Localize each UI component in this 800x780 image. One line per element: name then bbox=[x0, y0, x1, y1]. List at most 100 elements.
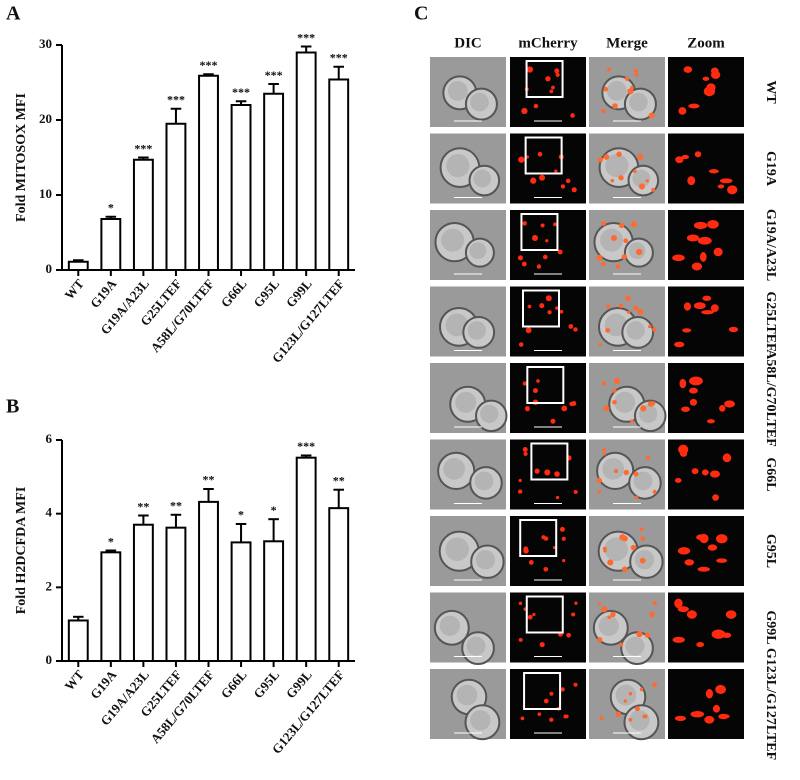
fluorescent-dot bbox=[518, 637, 523, 642]
fluorescent-blob bbox=[677, 606, 689, 613]
fluorescent-dot bbox=[596, 477, 602, 484]
micrograph bbox=[510, 133, 586, 204]
fluorescent-dot bbox=[545, 295, 552, 302]
fluorescent-blob bbox=[697, 566, 710, 572]
row-label: G66L bbox=[763, 457, 778, 491]
fluorescent-dot bbox=[599, 716, 604, 721]
fluorescent-blob bbox=[690, 710, 705, 718]
fluorescent-dot bbox=[603, 405, 610, 412]
micrograph bbox=[668, 516, 744, 586]
fluorescent-dot bbox=[549, 717, 554, 722]
fluorescent-dot bbox=[561, 405, 568, 412]
fluorescent-dot bbox=[574, 601, 578, 605]
fluorescent-dot bbox=[530, 177, 537, 184]
fluorescent-dot bbox=[601, 108, 606, 114]
fluorescent-dot bbox=[596, 254, 603, 261]
fluorescent-dot bbox=[603, 154, 610, 160]
image-background bbox=[510, 516, 586, 586]
fluorescent-dot bbox=[628, 692, 633, 696]
fluorescent-blob bbox=[715, 684, 726, 694]
fluorescent-dot bbox=[637, 153, 644, 160]
fluorescent-blob bbox=[701, 310, 714, 315]
significance-label: ** bbox=[137, 499, 149, 513]
bar bbox=[295, 51, 317, 271]
fluorescent-dot bbox=[573, 489, 578, 494]
cell-inner bbox=[456, 684, 478, 706]
fluorescent-dot bbox=[570, 113, 575, 118]
fluorescent-dot bbox=[618, 175, 624, 181]
fluorescent-dot bbox=[597, 156, 604, 163]
fluorescent-blob bbox=[684, 559, 695, 566]
fluorescent-blob bbox=[711, 629, 726, 639]
micrograph bbox=[589, 363, 667, 433]
fluorescent-dot bbox=[630, 221, 637, 228]
x-tick-label: G95L bbox=[250, 667, 282, 701]
cell-inner bbox=[600, 228, 624, 252]
significance-label: *** bbox=[167, 93, 185, 107]
fluorescent-blob bbox=[716, 558, 728, 563]
micrograph bbox=[430, 669, 506, 741]
fluorescent-blob bbox=[704, 715, 715, 724]
fluorescent-blob bbox=[677, 547, 691, 555]
cell-inner bbox=[625, 636, 645, 656]
fluorescent-dot bbox=[547, 310, 552, 315]
fluorescent-blob bbox=[691, 262, 703, 271]
fluorescent-dot bbox=[652, 327, 657, 332]
fluorescent-dot bbox=[520, 716, 525, 721]
column-header: DIC bbox=[454, 35, 482, 51]
cell-inner bbox=[604, 537, 628, 561]
zoom-box bbox=[525, 595, 564, 634]
fluorescent-dot bbox=[571, 612, 576, 617]
fluorescent-dot bbox=[560, 184, 566, 189]
cell-inner bbox=[602, 458, 625, 480]
significance-label: ** bbox=[170, 499, 182, 513]
bar bbox=[67, 619, 89, 663]
fluorescent-dot bbox=[550, 418, 556, 424]
fluorescent-dot bbox=[537, 712, 542, 717]
fluorescent-dot bbox=[602, 546, 607, 551]
zoom-box bbox=[519, 519, 558, 557]
fluorescent-dot bbox=[624, 76, 630, 81]
fluorescent-dot bbox=[527, 614, 533, 620]
fluorescent-dot bbox=[630, 419, 634, 424]
fluorescent-blob bbox=[674, 341, 685, 348]
x-tick-label: G66L bbox=[218, 276, 250, 310]
fluorescent-blob bbox=[694, 151, 702, 158]
micrograph bbox=[510, 57, 586, 127]
fluorescent-dot bbox=[565, 178, 571, 184]
fluorescent-dot bbox=[614, 469, 619, 474]
zoom-box bbox=[526, 366, 565, 404]
image-background bbox=[510, 363, 586, 433]
fluorescent-blob bbox=[712, 704, 720, 713]
cell-inner bbox=[606, 80, 627, 101]
fluorescent-blob bbox=[697, 236, 712, 245]
cell-inner bbox=[626, 321, 645, 340]
fluorescent-dot bbox=[526, 66, 534, 73]
fluorescent-dot bbox=[518, 601, 523, 606]
fluorescent-dot bbox=[543, 698, 549, 704]
y-tick-label: 10 bbox=[39, 186, 52, 201]
fluorescent-dot bbox=[618, 222, 625, 229]
fluorescent-dot bbox=[566, 632, 572, 638]
fluorescent-dot bbox=[571, 401, 577, 406]
fluorescent-dot bbox=[528, 560, 534, 565]
fluorescent-dot bbox=[628, 717, 633, 722]
fluorescent-dot bbox=[541, 535, 546, 540]
image-background bbox=[668, 669, 744, 739]
micrograph bbox=[589, 516, 665, 586]
cell-inner bbox=[446, 154, 470, 178]
fluorescent-dot bbox=[633, 471, 639, 477]
fluorescent-dot bbox=[623, 238, 629, 244]
bar bbox=[295, 456, 317, 662]
fluorescent-blob bbox=[681, 406, 690, 412]
fluorescent-dot bbox=[534, 468, 540, 474]
fluorescent-dot bbox=[555, 495, 560, 500]
zoom-box bbox=[524, 136, 563, 175]
row-label: G25LTEF bbox=[763, 291, 778, 351]
cell-inner bbox=[475, 549, 496, 570]
fluorescent-blob bbox=[710, 304, 719, 313]
fluorescent-dot bbox=[554, 169, 558, 173]
fluorescent-blob bbox=[688, 103, 700, 109]
fluorescent-dot bbox=[639, 557, 646, 564]
